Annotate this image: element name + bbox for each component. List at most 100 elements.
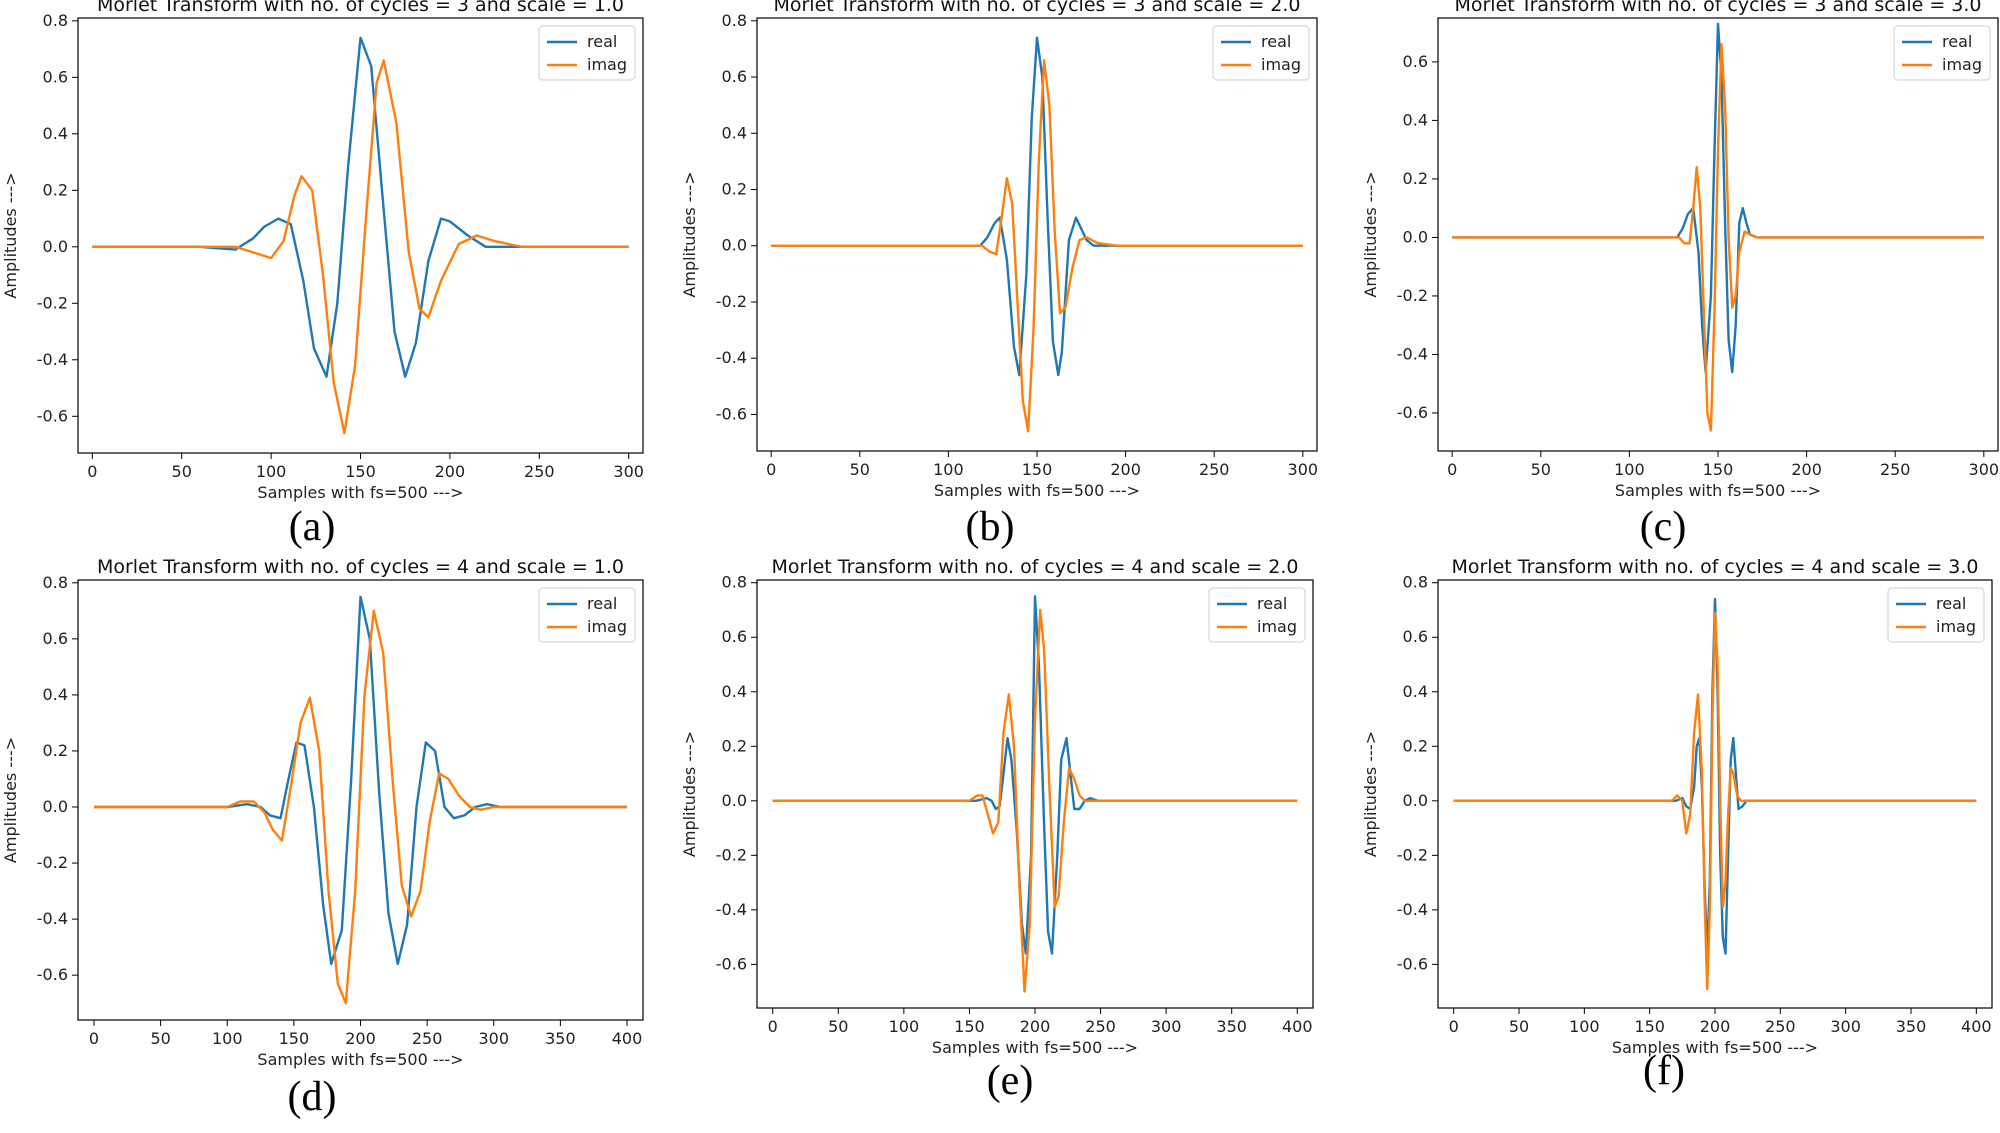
chart-panel-6: Morlet Transform with no. of cycles = 4 … <box>1361 556 1993 1094</box>
x-tick-label: 300 <box>1288 460 1319 479</box>
x-tick-label: 150 <box>1634 1017 1665 1036</box>
x-tick-label: 50 <box>1509 1017 1529 1036</box>
x-axis-label: Samples with fs=500 ---> <box>1612 1038 1818 1057</box>
legend-label-real: real <box>587 594 617 613</box>
series-line-real <box>772 595 1298 955</box>
x-tick-label: 150 <box>345 462 376 481</box>
plot-frame <box>77 17 644 454</box>
x-axis-label: Samples with fs=500 ---> <box>932 1038 1138 1057</box>
x-tick-label: 250 <box>524 462 555 481</box>
x-tick-label: 250 <box>1880 460 1911 479</box>
y-tick-label: 0.8 <box>43 573 68 592</box>
y-tick-label: 0.8 <box>722 11 747 30</box>
plot-frame <box>1437 17 1999 452</box>
panel-label: (b) <box>966 504 1015 550</box>
y-tick-label: -0.2 <box>1397 286 1428 305</box>
x-tick-label: 300 <box>478 1029 509 1048</box>
chart-panel-3: Morlet Transform with no. of cycles = 3 … <box>1361 0 1999 550</box>
y-tick-label: 0.2 <box>722 180 747 199</box>
legend-box <box>1208 587 1306 643</box>
chart-panel-1: Morlet Transform with no. of cycles = 3 … <box>1 0 644 550</box>
series-line-imag <box>94 609 627 1005</box>
legend-label-imag: imag <box>1261 55 1301 74</box>
y-tick-label: 0.0 <box>43 237 68 256</box>
legend-label-real: real <box>1942 32 1972 51</box>
legend-label-imag: imag <box>587 55 627 74</box>
legend-box <box>1212 25 1310 81</box>
y-axis-label: Amplitudes ---> <box>1 172 20 298</box>
y-tick-label: 0.8 <box>722 573 747 592</box>
y-tick-label: 0.0 <box>722 791 747 810</box>
x-tick-label: 200 <box>345 1029 376 1048</box>
y-tick-label: 0.2 <box>43 741 68 760</box>
panel-label: (c) <box>1640 504 1687 550</box>
x-axis-label: Samples with fs=500 ---> <box>257 483 463 502</box>
series-line-real <box>771 36 1303 377</box>
legend-label-real: real <box>1257 594 1287 613</box>
x-tick-label: 300 <box>613 462 644 481</box>
y-tick-label: -0.4 <box>1397 900 1428 919</box>
y-tick-label: 0.6 <box>43 67 68 86</box>
y-tick-label: -0.2 <box>716 292 747 311</box>
x-tick-label: 0 <box>1449 1017 1459 1036</box>
x-tick-label: 350 <box>545 1029 576 1048</box>
y-tick-label: -0.4 <box>716 348 747 367</box>
x-tick-label: 400 <box>1282 1017 1313 1036</box>
y-tick-label: 0.4 <box>722 123 747 142</box>
x-tick-label: 0 <box>87 462 97 481</box>
y-tick-label: 0.4 <box>1403 110 1428 129</box>
legend-box <box>538 25 636 81</box>
chart-title: Morlet Transform with no. of cycles = 4 … <box>97 556 624 578</box>
panel-label: (e) <box>987 1058 1034 1104</box>
chart-panel-4: Morlet Transform with no. of cycles = 4 … <box>1 556 644 1120</box>
y-tick-label: -0.2 <box>37 853 68 872</box>
y-tick-label: -0.2 <box>1397 845 1428 864</box>
legend-label-imag: imag <box>587 617 627 636</box>
legend-label-imag: imag <box>1936 617 1976 636</box>
x-tick-label: 150 <box>279 1029 310 1048</box>
y-tick-label: -0.4 <box>37 909 68 928</box>
series-line-imag <box>92 59 629 435</box>
y-tick-label: 0.2 <box>722 736 747 755</box>
y-tick-label: -0.6 <box>1397 403 1428 422</box>
y-tick-label: -0.6 <box>1397 954 1428 973</box>
y-tick-label: 0.4 <box>1403 682 1428 701</box>
x-tick-label: 350 <box>1896 1017 1927 1036</box>
x-tick-label: 100 <box>889 1017 920 1036</box>
y-tick-label: 0.6 <box>43 629 68 648</box>
x-tick-label: 50 <box>172 462 192 481</box>
y-tick-label: -0.4 <box>1397 344 1428 363</box>
y-tick-label: 0.2 <box>43 180 68 199</box>
x-tick-label: 300 <box>1969 460 2000 479</box>
chart-title: Morlet Transform with no. of cycles = 3 … <box>773 0 1300 16</box>
y-tick-label: 0.2 <box>1403 169 1428 188</box>
y-tick-label: -0.2 <box>37 293 68 312</box>
x-tick-label: 0 <box>1447 460 1457 479</box>
x-axis-label: Samples with fs=500 ---> <box>1615 481 1821 500</box>
x-axis-label: Samples with fs=500 ---> <box>257 1050 463 1069</box>
x-tick-label: 50 <box>850 460 870 479</box>
y-tick-label: 0.0 <box>1403 791 1428 810</box>
x-tick-label: 250 <box>1765 1017 1796 1036</box>
chart-title: Morlet Transform with no. of cycles = 3 … <box>1454 0 1981 16</box>
legend-box <box>1893 25 1991 81</box>
y-tick-label: -0.6 <box>716 954 747 973</box>
y-tick-label: 0.8 <box>43 11 68 30</box>
x-tick-label: 100 <box>256 462 287 481</box>
y-tick-label: 0.6 <box>722 67 747 86</box>
legend-box <box>538 587 636 643</box>
chart-title: Morlet Transform with no. of cycles = 4 … <box>1451 556 1978 578</box>
x-tick-label: 200 <box>1020 1017 1051 1036</box>
y-tick-label: 0.6 <box>722 627 747 646</box>
chart-title: Morlet Transform with no. of cycles = 3 … <box>97 0 624 16</box>
x-tick-label: 50 <box>1531 460 1551 479</box>
x-tick-label: 0 <box>768 1017 778 1036</box>
chart-panel-5: Morlet Transform with no. of cycles = 4 … <box>680 556 1314 1104</box>
x-tick-label: 350 <box>1216 1017 1247 1036</box>
series-line-imag <box>771 59 1303 433</box>
y-axis-label: Amplitudes ---> <box>680 731 699 857</box>
y-tick-label: -0.4 <box>37 350 68 369</box>
y-tick-label: -0.2 <box>716 845 747 864</box>
x-tick-label: 250 <box>1199 460 1230 479</box>
x-tick-label: 100 <box>1614 460 1645 479</box>
